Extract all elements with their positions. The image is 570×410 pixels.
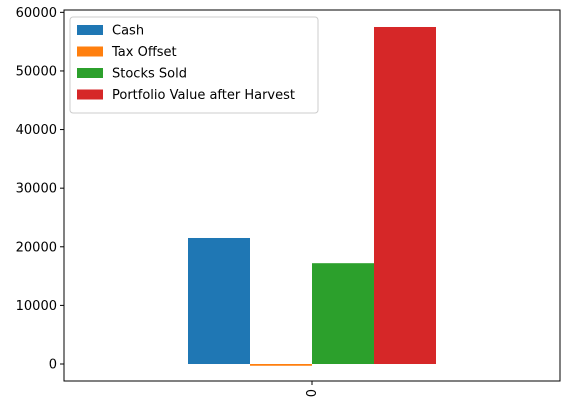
x-tick-label: 0 [305, 389, 320, 397]
y-tick-label: 60000 [16, 6, 57, 21]
y-tick-label: 0 [49, 358, 57, 373]
y-tick-label: 10000 [16, 299, 57, 314]
legend-label-portfolio-value-after-harvest: Portfolio Value after Harvest [112, 88, 295, 103]
legend-swatch-cash [77, 25, 103, 35]
legend-label-stocks-sold: Stocks Sold [112, 67, 187, 82]
legend-label-tax-offset: Tax Offset [111, 45, 177, 60]
legend-swatch-portfolio-value-after-harvest [77, 89, 103, 100]
x-axis: 0 [305, 381, 320, 397]
bar-portfolio-value-after-harvest [374, 26, 436, 365]
y-tick-label: 30000 [16, 182, 57, 197]
y-tick-label: 40000 [16, 123, 57, 138]
bars [188, 26, 436, 366]
bar-tax-offset [250, 364, 312, 366]
plot-frame [63, 9, 561, 382]
legend-box [69, 16, 319, 114]
legend-swatch-stocks-sold [77, 68, 103, 78]
legend-label-cash: Cash [112, 24, 144, 39]
y-axis: 0 10000 20000 30000 40000 50000 60000 [16, 6, 64, 373]
y-tick-label: 20000 [16, 240, 57, 255]
bar-stocks-sold [312, 263, 374, 365]
legend-swatch-tax-offset [77, 46, 103, 57]
legend: Cash Tax Offset Stocks Sold Portfolio Value… [69, 16, 319, 114]
y-tick-label: 50000 [16, 64, 57, 79]
bar-cash [188, 237, 250, 365]
